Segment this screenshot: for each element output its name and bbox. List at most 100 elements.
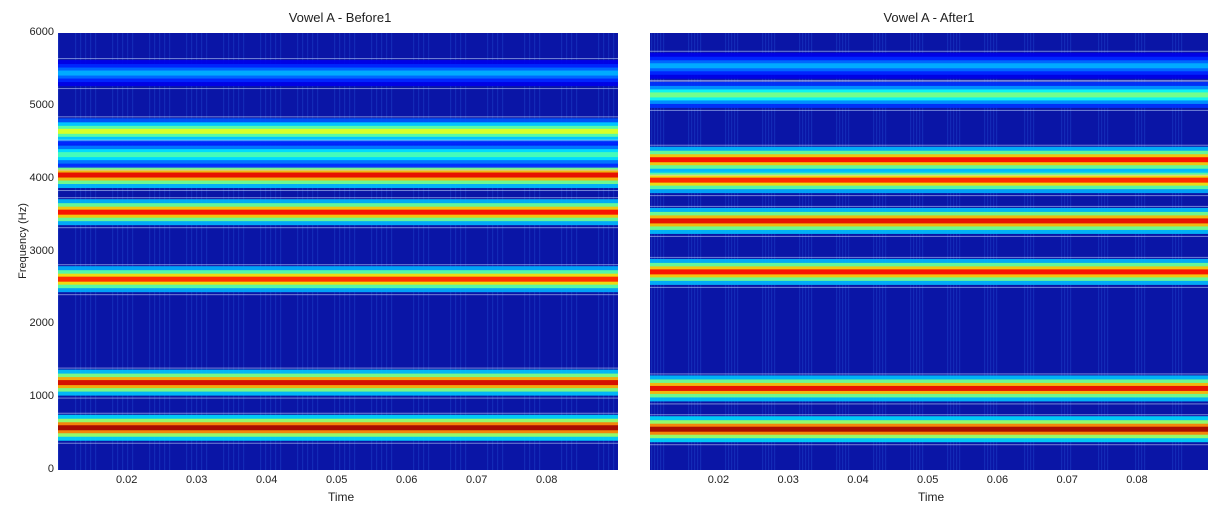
texture-streak xyxy=(539,33,541,470)
spectrogram-after: Vowel A - After1 0.02 0.03 0.04 0.05 0.06 0.0… xyxy=(620,0,1208,506)
texture-streak xyxy=(428,33,430,470)
texture-streak xyxy=(223,33,225,470)
formant-band-layer xyxy=(58,172,618,178)
formant-band-layer xyxy=(650,63,1208,69)
spectrogram-plot xyxy=(650,33,1208,470)
texture-streak xyxy=(1144,33,1146,470)
formant-band xyxy=(650,373,1208,405)
texture-streak xyxy=(307,33,309,470)
texture-streak xyxy=(728,33,730,470)
band-edge xyxy=(650,80,1208,82)
texture-streak xyxy=(608,33,610,470)
texture-streak xyxy=(524,33,526,470)
x-axis-label: Time xyxy=(328,490,355,504)
texture-streak xyxy=(1138,33,1140,470)
texture-streak xyxy=(950,33,952,470)
texture-streak xyxy=(768,33,770,470)
formant-band xyxy=(650,205,1208,237)
x-tick-label: 0.07 xyxy=(1056,474,1078,486)
texture-streak xyxy=(386,33,388,470)
texture-streak xyxy=(460,33,462,470)
formant-band-layer xyxy=(650,385,1208,391)
band-edge xyxy=(58,227,618,229)
formant-band-layer xyxy=(58,425,618,431)
texture-streak xyxy=(1064,33,1066,470)
texture-streak xyxy=(354,33,356,470)
texture-streak xyxy=(654,33,656,470)
texture-streak xyxy=(450,33,452,470)
texture-streak xyxy=(808,33,810,470)
formant-band-layer xyxy=(650,177,1208,183)
formant-band xyxy=(650,414,1208,446)
texture-streak xyxy=(1024,33,1026,470)
texture-streak xyxy=(657,33,659,470)
texture-streak xyxy=(280,33,282,470)
band-edge xyxy=(58,139,618,141)
texture-streak xyxy=(302,33,304,470)
y-tick-label: 6000 xyxy=(29,26,54,38)
band-edge xyxy=(650,414,1208,416)
texture-streak xyxy=(725,33,727,470)
x-tick-label: 0.05 xyxy=(917,474,939,486)
texture-streak xyxy=(651,33,653,470)
chart-title: Vowel A - Before1 xyxy=(288,10,392,25)
texture-streak xyxy=(423,33,425,470)
formant-band-layer xyxy=(650,426,1208,432)
band-edge xyxy=(650,195,1208,197)
formant-band-layer xyxy=(58,380,618,386)
texture-streak xyxy=(85,33,87,470)
band-edge xyxy=(58,58,618,60)
texture-streak xyxy=(839,33,841,470)
texture-streak xyxy=(700,33,702,470)
texture-streak xyxy=(1061,33,1063,470)
texture-streak xyxy=(95,33,97,470)
band-edge xyxy=(58,294,618,296)
texture-streak xyxy=(993,33,995,470)
texture-streak xyxy=(270,33,272,470)
texture-streak xyxy=(910,33,912,470)
formant-band-layer xyxy=(650,157,1208,163)
formant-band-layer xyxy=(58,70,618,76)
texture-streak xyxy=(1135,33,1137,470)
texture-streak xyxy=(154,33,156,470)
band-edge xyxy=(58,190,618,192)
formant-band-layer xyxy=(58,209,618,215)
texture-streak xyxy=(455,33,457,470)
texture-streak xyxy=(845,33,847,470)
texture-streak xyxy=(1033,33,1035,470)
formant-band xyxy=(650,50,1208,82)
texture-streak xyxy=(1030,33,1032,470)
formant-band xyxy=(58,116,618,148)
x-axis-label: Time xyxy=(918,490,945,504)
texture-streak xyxy=(117,33,119,470)
band-edge xyxy=(650,205,1208,207)
texture-streak xyxy=(947,33,949,470)
texture-streak xyxy=(196,33,198,470)
texture-streak xyxy=(956,33,958,470)
texture-streak xyxy=(265,33,267,470)
x-tick-label: 0.05 xyxy=(326,474,348,486)
band-edge xyxy=(650,109,1208,111)
texture-streak xyxy=(80,33,82,470)
x-tick-label: 0.04 xyxy=(847,474,869,486)
texture-streak xyxy=(919,33,921,470)
chart-title: Vowel A - After1 xyxy=(883,10,975,25)
y-tick-label: 2000 xyxy=(29,317,54,330)
band-edge xyxy=(58,367,618,369)
texture-streak xyxy=(811,33,813,470)
texture-streak xyxy=(694,33,696,470)
texture-streak xyxy=(317,33,319,470)
texture-streak xyxy=(465,33,467,470)
x-tick-label: 0.08 xyxy=(536,474,558,486)
formant-band xyxy=(650,256,1208,288)
band-edge xyxy=(58,442,618,444)
formant-band-layer xyxy=(58,152,618,158)
texture-streak xyxy=(238,33,240,470)
texture-streak xyxy=(734,33,736,470)
texture-streak xyxy=(913,33,915,470)
texture-streak xyxy=(873,33,875,470)
band-edge xyxy=(58,397,618,399)
texture-streak xyxy=(802,33,804,470)
texture-streak xyxy=(774,33,776,470)
texture-streak xyxy=(660,33,662,470)
